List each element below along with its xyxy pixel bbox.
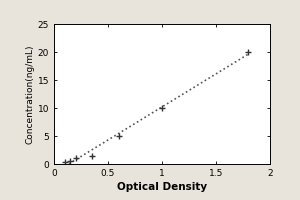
X-axis label: Optical Density: Optical Density <box>117 182 207 192</box>
Y-axis label: Concentration(ng/mL): Concentration(ng/mL) <box>26 44 35 144</box>
